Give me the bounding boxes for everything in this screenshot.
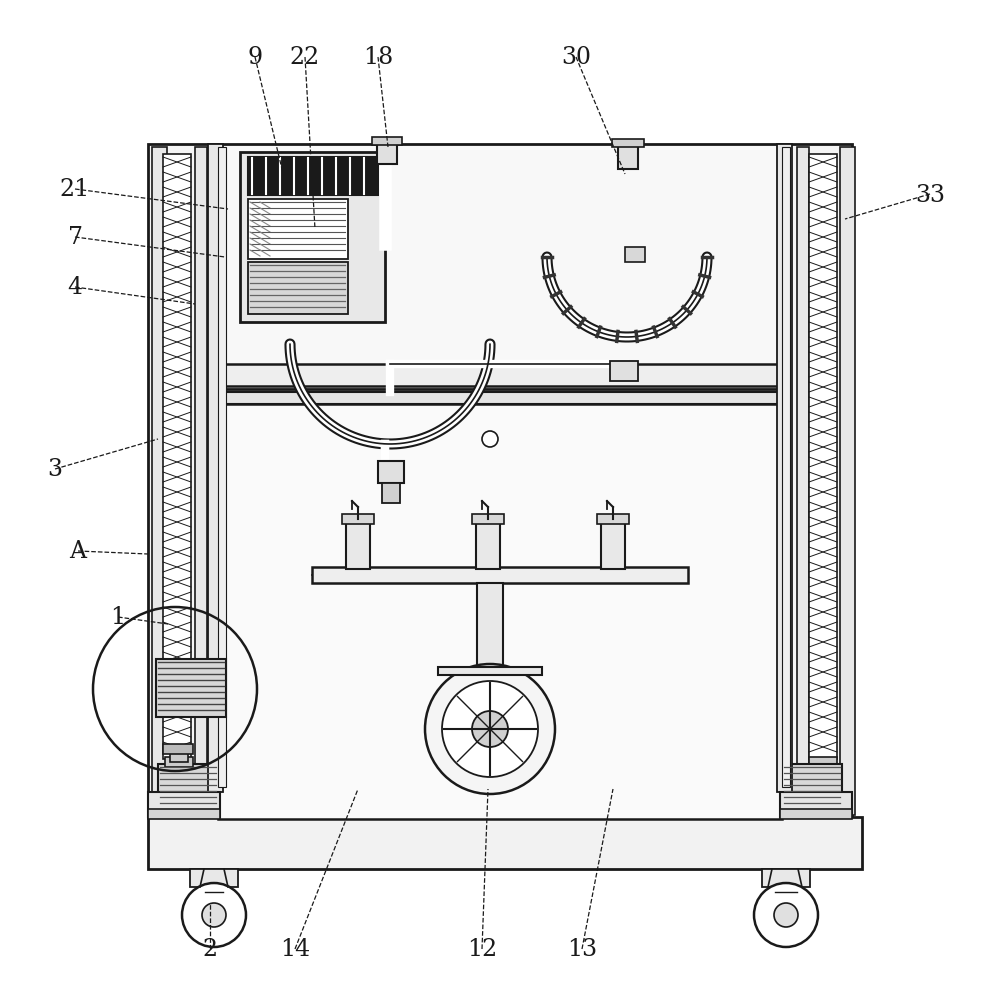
Circle shape [472,711,508,747]
Bar [152,148,167,815]
Bar [840,148,855,815]
Bar [382,483,400,504]
Text: 18: 18 [363,46,393,69]
Circle shape [482,432,498,448]
Bar [208,145,223,792]
Text: 9: 9 [247,46,263,69]
Bar [248,262,348,315]
Bar [377,143,397,165]
Bar [476,520,500,570]
Text: 3: 3 [48,458,63,481]
Text: 21: 21 [60,178,90,201]
Bar [190,869,238,887]
Bar [777,145,792,792]
Bar [248,200,348,259]
Bar [148,792,220,817]
Bar [163,155,191,759]
Text: 33: 33 [915,183,945,206]
Bar [218,392,782,404]
Bar [469,668,511,679]
Bar [218,365,782,387]
Circle shape [425,665,555,794]
Bar [782,148,790,787]
Bar [248,158,378,196]
Bar [472,515,504,525]
Bar [618,145,638,170]
Bar [163,744,193,754]
Bar [148,145,220,816]
Bar [218,148,226,787]
Bar [477,584,503,669]
Bar [312,567,688,584]
Bar [218,404,782,819]
Text: 22: 22 [290,46,320,69]
Text: 14: 14 [280,938,310,960]
Bar [240,153,385,322]
Bar [148,817,862,869]
Bar [195,148,207,815]
Circle shape [182,883,246,947]
Bar [156,660,226,717]
Text: 4: 4 [67,276,83,299]
Bar [610,362,638,382]
Bar [797,148,809,815]
Bar [809,155,837,759]
Text: 13: 13 [567,938,597,960]
Text: 1: 1 [110,605,126,629]
Bar [612,140,644,148]
Bar [198,887,230,895]
Text: 30: 30 [561,46,591,69]
Bar [782,764,842,812]
Text: 2: 2 [202,938,218,960]
Bar [218,414,782,440]
Bar [780,792,852,817]
Circle shape [442,681,538,777]
Text: A: A [70,540,87,563]
Circle shape [202,903,226,927]
Bar [346,520,370,570]
Circle shape [774,903,798,927]
Bar [770,887,802,895]
Bar [378,461,404,483]
Bar [762,869,810,887]
Bar [148,810,220,819]
Bar [218,145,782,389]
Bar [780,810,852,819]
Bar [158,764,218,812]
Bar [780,145,852,816]
Bar [601,520,625,570]
Bar [170,752,188,762]
Text: 12: 12 [467,938,497,960]
Bar [165,757,193,767]
Circle shape [754,883,818,947]
Bar [342,515,374,525]
Bar [372,138,402,146]
Bar [625,247,645,262]
Text: 7: 7 [68,226,83,249]
Bar [597,515,629,525]
Bar [809,757,837,767]
Bar [438,668,542,675]
